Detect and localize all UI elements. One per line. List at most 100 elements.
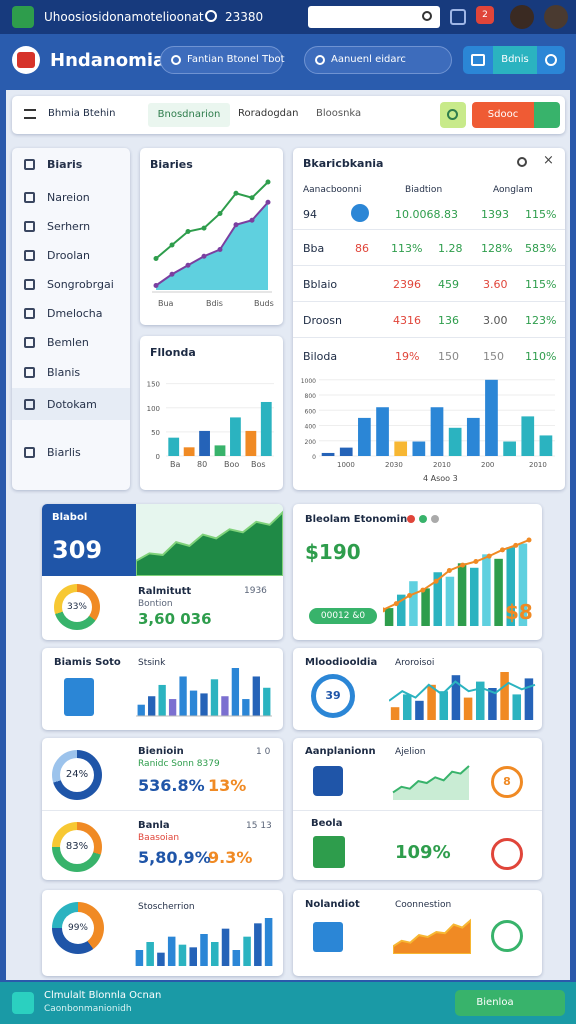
point <box>383 607 386 613</box>
cell: Droosn <box>303 314 342 327</box>
search-text: Fantian Btonel Tbot <box>187 54 285 65</box>
metric-title: Banla <box>138 820 170 831</box>
point <box>420 587 426 593</box>
cell: 136 <box>438 314 459 327</box>
search-pill[interactable]: Aanuenl eidarc <box>304 46 452 74</box>
bar <box>200 693 208 716</box>
bar <box>179 676 187 716</box>
cell: Bba <box>303 242 325 255</box>
x-tick-label: Boo <box>224 460 239 469</box>
tab[interactable]: Roradogdan <box>238 108 299 119</box>
point <box>201 253 207 259</box>
search-icon[interactable] <box>517 157 527 167</box>
cell: 583% <box>525 242 557 255</box>
icon <box>313 922 343 952</box>
bar <box>384 608 394 626</box>
donut-label: 99% <box>62 912 94 944</box>
bar <box>157 952 165 966</box>
nav-item[interactable]: Nareion <box>24 191 90 204</box>
table-row: 94 10.0068.83 1393 115% <box>293 196 565 232</box>
bar <box>245 430 257 456</box>
bar <box>221 696 229 716</box>
bar <box>242 699 250 716</box>
button-icon[interactable] <box>534 102 560 128</box>
nav-item[interactable]: Droolan <box>24 249 90 262</box>
pill[interactable]: 00012 &0 <box>309 608 377 624</box>
bar <box>178 944 187 966</box>
bar <box>503 441 516 456</box>
bar <box>457 563 467 626</box>
metric-sub: Baasoian <box>138 833 180 843</box>
nav-label: Serhern <box>47 220 91 233</box>
footer-button[interactable]: Bienloa <box>455 990 565 1016</box>
card-sub: Stsink <box>138 658 166 668</box>
point <box>233 190 239 196</box>
area-chart <box>136 504 283 576</box>
bar <box>214 445 226 456</box>
bar <box>230 417 241 456</box>
nav-item[interactable]: Dotokam <box>24 398 97 411</box>
app-icon[interactable] <box>12 6 34 28</box>
bar <box>264 918 273 966</box>
cell: 10.0068.83 <box>395 208 458 221</box>
icon[interactable] <box>450 9 466 25</box>
cell: 4316 <box>393 314 421 327</box>
point <box>201 225 207 231</box>
cell: 1.28 <box>438 242 463 255</box>
cell: 115% <box>525 278 557 291</box>
avatar[interactable] <box>544 5 568 29</box>
bar <box>439 691 449 720</box>
bar <box>158 684 166 716</box>
bar <box>512 694 522 720</box>
search-pill[interactable]: Fantian Btonel Tbot <box>160 46 285 74</box>
bar <box>358 417 371 456</box>
status-icon <box>491 920 523 952</box>
line <box>155 201 269 287</box>
bar <box>396 594 406 626</box>
point <box>249 195 255 201</box>
table-bar-chart: 0 200 400 600 800 1000 1000 2030 2010 200 2010 4 As… <box>301 378 555 483</box>
point <box>486 553 492 559</box>
bar <box>263 687 271 716</box>
donut: 99% <box>52 902 104 954</box>
search-box[interactable] <box>308 6 440 28</box>
tab[interactable]: Bnosdnarion <box>148 103 230 127</box>
sidebar-title: Biaris <box>24 158 82 171</box>
notification-badge[interactable]: 2 <box>476 6 494 24</box>
search-button[interactable] <box>440 102 466 128</box>
area <box>136 510 283 576</box>
avatar[interactable] <box>510 5 534 29</box>
metric-delta: 13% <box>208 776 247 795</box>
point <box>265 179 271 185</box>
kpi-side: 1936 <box>244 586 267 596</box>
nav-item[interactable]: Bemlen <box>24 336 89 349</box>
nav-item[interactable]: Songrobrgai <box>24 278 114 291</box>
x-tick-label: 2030 <box>385 461 403 469</box>
cell: 3.60 <box>483 278 508 291</box>
cell: 150 <box>483 350 504 363</box>
combo-chart <box>383 537 532 626</box>
footer: Clmulalt Blonnla Ocnan Caonbonmanionidh … <box>0 982 576 1024</box>
button[interactable]: Bdnis <box>463 46 565 74</box>
tab[interactable]: Bloosnka <box>316 108 362 119</box>
metric-title: Aanplanionn <box>305 746 376 757</box>
point <box>513 542 519 548</box>
point <box>499 547 505 553</box>
point <box>265 199 271 205</box>
nav-item[interactable]: Dmelocha <box>24 307 103 320</box>
bar <box>148 696 156 716</box>
button[interactable]: Sdooc <box>472 102 534 128</box>
logo[interactable] <box>12 46 40 74</box>
x-tick-label: 2010 <box>433 461 451 469</box>
nav-item[interactable]: Blanis <box>24 366 80 379</box>
nav-item[interactable]: Biarlis <box>24 446 81 459</box>
doc-icon <box>64 678 94 716</box>
table-card: Bkaricbkania × Aanacboonni Biadtion Aong… <box>293 148 565 490</box>
bar <box>232 950 241 966</box>
nav-item[interactable]: Serhern <box>24 220 90 233</box>
line-card: Biaries Bua Bdis Buds <box>140 148 283 325</box>
button-label: Bdnis <box>493 46 537 74</box>
card-title: Stoscherrion <box>138 902 195 912</box>
x-tick-label: 200 <box>481 461 494 469</box>
close-icon[interactable]: × <box>543 153 554 168</box>
